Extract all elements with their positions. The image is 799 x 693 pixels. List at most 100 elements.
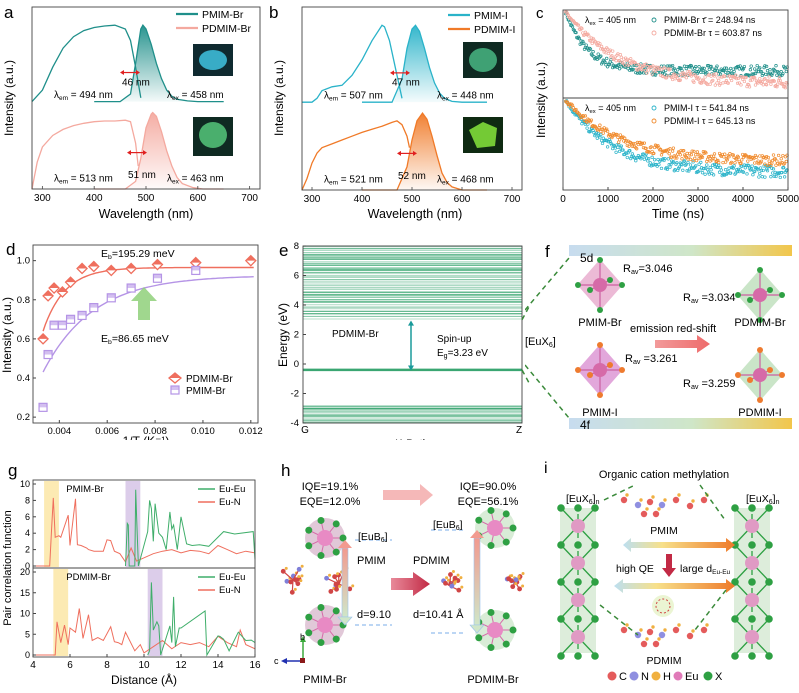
plot-area xyxy=(303,245,522,424)
data-point-half xyxy=(77,263,88,269)
decay-point xyxy=(617,149,622,154)
inset-glow xyxy=(469,48,497,72)
y-axis-label: Intensity (a.u.) xyxy=(2,60,16,136)
fit-curve xyxy=(42,276,254,373)
panel-label: g xyxy=(8,461,17,480)
organic-atom xyxy=(640,640,648,648)
decay-point xyxy=(776,79,781,83)
decay-point xyxy=(768,68,772,72)
fwhm-label: 51 nm xyxy=(128,170,156,181)
decay-point xyxy=(587,34,591,38)
plot-frame xyxy=(32,244,259,424)
organic-atom xyxy=(295,581,301,587)
eu-atom xyxy=(571,593,585,607)
left-distance: d=9.10 xyxy=(357,609,391,621)
distance-arrow xyxy=(341,547,349,618)
rav-label: Rav=3.046 xyxy=(623,263,672,276)
panel-h: h IQE=19.1% EQE=12.0% IQE=90.0% EQE=56.1… xyxy=(274,461,525,686)
ligand-atom xyxy=(757,267,763,273)
decay-point xyxy=(676,150,681,154)
ligand-atom xyxy=(597,257,603,263)
y-tick-label: 0 xyxy=(294,359,299,370)
decay-point xyxy=(661,74,665,79)
decay-point xyxy=(740,158,744,162)
eu-atom xyxy=(487,520,503,536)
decay-point xyxy=(771,78,776,83)
decay-point xyxy=(621,148,625,152)
organic-atom xyxy=(347,586,353,592)
decay-point xyxy=(717,160,721,165)
y-tick-label: -2 xyxy=(291,389,299,400)
y-tick-label: 5 xyxy=(25,629,30,639)
data-point-half xyxy=(89,303,98,308)
decay-point xyxy=(618,133,623,137)
x-tick-label: 500 xyxy=(404,194,421,205)
gap-arrowhead xyxy=(408,365,414,371)
panel-label: e xyxy=(279,241,288,260)
decay-point xyxy=(770,71,775,75)
excitation-label: λex = 405 nm xyxy=(585,15,636,27)
dashed-connector xyxy=(521,304,530,321)
decay-point xyxy=(678,153,682,157)
5d-label: 5d xyxy=(580,251,593,265)
y-axis-label: Intensity (a.u.) xyxy=(0,297,14,373)
5d-level-bar xyxy=(569,245,792,256)
decay-point xyxy=(745,172,749,176)
decay-point xyxy=(696,153,700,157)
decay-point xyxy=(598,42,602,46)
decay-point xyxy=(784,69,788,74)
decay-point xyxy=(737,159,741,164)
improvement-arrow xyxy=(383,484,433,506)
chains xyxy=(557,504,773,660)
decay-point xyxy=(756,168,760,172)
decay-point xyxy=(705,71,709,75)
text-base: E xyxy=(101,248,108,260)
y-tick-label: 8 xyxy=(294,241,299,252)
rav-label: Rav =3.034 xyxy=(683,292,736,305)
legend-label: PDMIM-Br τ = 603.87 ns xyxy=(664,28,762,38)
data-point-half xyxy=(65,277,76,283)
decay-point xyxy=(611,49,615,53)
decay-point xyxy=(688,163,693,167)
decay-point xyxy=(585,120,589,124)
organic-atom xyxy=(658,631,666,639)
data-point-half xyxy=(126,263,137,269)
dashed-connector xyxy=(521,369,530,386)
decay-point xyxy=(723,160,728,164)
data-point-half xyxy=(57,286,68,292)
decay-point xyxy=(667,64,671,68)
decay-point xyxy=(776,82,780,86)
halide-atom xyxy=(574,652,582,660)
legend-label: Eu-N xyxy=(219,585,241,596)
decay-point xyxy=(689,152,694,157)
text-base: λ xyxy=(54,174,59,185)
decay-point xyxy=(664,76,669,80)
decay-point xyxy=(754,166,759,170)
decay-point xyxy=(732,164,736,168)
decay-point xyxy=(668,165,672,169)
panel-label: d xyxy=(6,240,15,259)
x-tick-label: 700 xyxy=(504,194,521,205)
decay-point xyxy=(705,163,709,167)
panel-label: b xyxy=(269,3,278,22)
data-point-half xyxy=(49,283,60,289)
h-atom xyxy=(691,499,695,503)
decay-point xyxy=(724,66,729,70)
data-point-half xyxy=(38,333,49,339)
methyl-ring xyxy=(655,598,671,614)
decay-point xyxy=(650,155,654,159)
legend-atom-label: H xyxy=(663,671,671,683)
text-base: λ xyxy=(167,174,172,185)
spectrum-line xyxy=(31,119,139,190)
fwhm-label: 47 nm xyxy=(392,78,420,89)
decay-point xyxy=(646,68,651,72)
decay-point xyxy=(614,150,618,154)
legend-label: PMIM-Br xyxy=(186,386,226,397)
decay-point xyxy=(653,69,658,74)
panel-i: i Organic cation methylation [EuX6]n [Eu… xyxy=(544,460,780,683)
decay-point xyxy=(629,156,633,161)
decay-point xyxy=(702,66,706,71)
halide-atom xyxy=(748,504,756,512)
decay-point xyxy=(583,30,588,34)
